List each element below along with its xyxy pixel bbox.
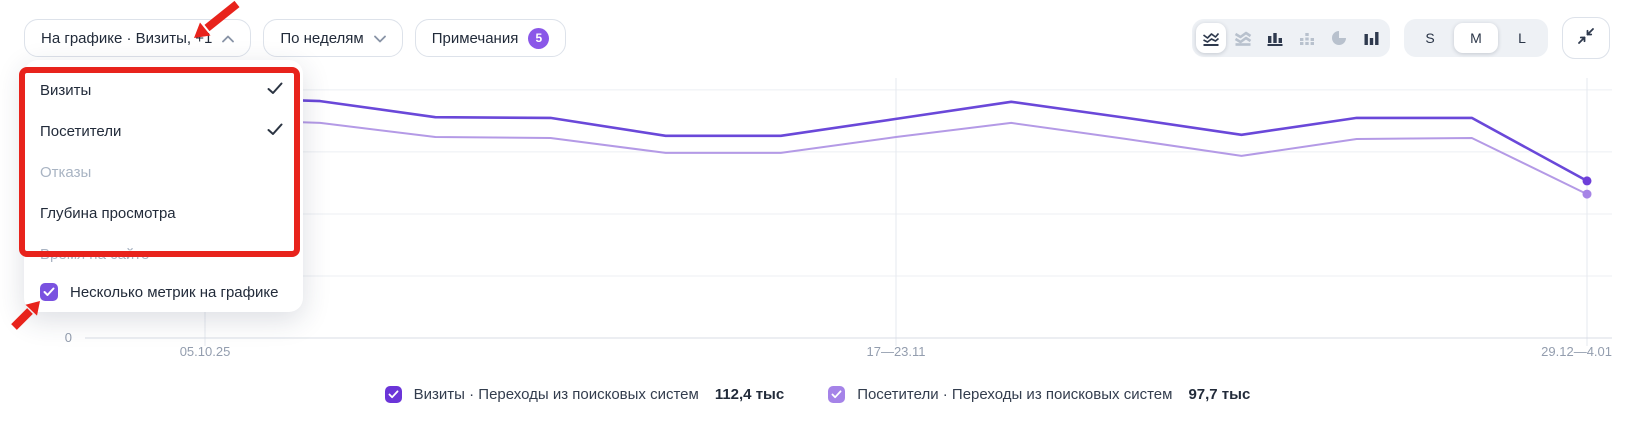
checked-checkbox-icon[interactable]	[384, 386, 402, 403]
y-axis-zero-label: 0	[64, 330, 72, 345]
series-line-1	[204, 117, 1588, 195]
menu-item-label: Отказы	[40, 164, 92, 181]
size-option-l[interactable]: L	[1518, 30, 1526, 46]
menu-item-label: Посетители	[40, 123, 122, 140]
period-dropdown-label: По неделям	[280, 29, 364, 47]
x-tick-label: 17—23.11	[866, 344, 926, 359]
size-option-s[interactable]: S	[1425, 30, 1435, 46]
column-chart-icon[interactable]	[1356, 23, 1386, 53]
period-dropdown-button[interactable]: По неделям	[263, 19, 403, 57]
notes-button-label: Примечания	[431, 29, 519, 47]
metrics-dropdown-button[interactable]: На графике · Визиты, +1	[24, 19, 252, 57]
series-endpoint-dot-1	[1582, 189, 1592, 199]
legend-item-visits[interactable]: Визиты · Переходы из поисковых систем 11…	[384, 386, 785, 403]
menu-item-label: Глубина просмотра	[40, 205, 176, 222]
chart-gridlines	[85, 78, 1612, 346]
legend-label: Визиты · Переходы из поисковых систем	[413, 386, 699, 403]
chart-size-switcher: S M L	[1404, 19, 1548, 57]
menu-item-label: Визиты	[40, 82, 92, 99]
checkmark-icon	[267, 82, 283, 99]
stacked-area-chart-icon[interactable]	[1228, 23, 1258, 53]
stacked-bar-chart-icon[interactable]	[1292, 23, 1322, 53]
menu-item-page-depth[interactable]: Глубина просмотра	[24, 193, 303, 234]
pie-chart-icon[interactable]	[1324, 23, 1354, 53]
metrics-dropdown-label: На графике · Визиты, +1	[41, 29, 213, 47]
size-option-m[interactable]: M	[1454, 23, 1498, 53]
menu-item-visitors[interactable]: Посетители	[24, 111, 303, 152]
chart-legend: Визиты · Переходы из поисковых систем 11…	[0, 386, 1635, 403]
series-line-0	[204, 96, 1588, 183]
legend-label: Посетители · Переходы из поисковых систе…	[857, 386, 1173, 403]
collapse-widget-button[interactable]	[1562, 17, 1610, 59]
chart-series-lines	[204, 96, 1588, 195]
series-endpoint-dot-0	[1582, 176, 1592, 186]
chart-toolbar-right: S M L	[1192, 17, 1610, 59]
menu-item-bounces[interactable]: Отказы	[24, 152, 303, 193]
checkmark-icon	[267, 123, 283, 140]
collapse-arrows-icon	[1576, 26, 1596, 51]
multiple-metrics-toggle[interactable]: Несколько метрик на графике	[24, 275, 303, 301]
checked-checkbox-icon[interactable]	[40, 283, 58, 301]
metrics-dropdown-menu: Визиты Посетители Отказы Глубина просмот…	[24, 60, 303, 312]
notes-button[interactable]: Примечания 5	[414, 19, 567, 57]
chevron-up-icon	[222, 30, 235, 47]
chart-type-switcher	[1192, 19, 1390, 57]
legend-value: 97,7 тыс	[1188, 386, 1251, 403]
chevron-down-icon	[373, 30, 386, 47]
chart-toolbar-left: На графике · Визиты, +1 По неделям Приме…	[24, 19, 567, 57]
multiple-metrics-label: Несколько метрик на графике	[70, 283, 279, 301]
legend-item-visitors[interactable]: Посетители · Переходы из поисковых систе…	[828, 386, 1250, 403]
notes-count-badge: 5	[528, 27, 550, 49]
x-tick-label: 05.10.25	[179, 344, 231, 359]
x-tick-label: 29.12—4.01	[1541, 344, 1612, 359]
menu-item-visits[interactable]: Визиты	[24, 70, 303, 111]
bar-chart-icon[interactable]	[1260, 23, 1290, 53]
checked-checkbox-icon[interactable]	[828, 386, 846, 403]
menu-item-time-on-site[interactable]: Время на сайте	[24, 234, 303, 275]
legend-value: 112,4 тыс	[714, 386, 785, 403]
menu-item-label: Время на сайте	[40, 246, 150, 263]
line-chart-icon[interactable]	[1196, 23, 1226, 53]
chart-endpoint-dots	[1582, 176, 1592, 199]
